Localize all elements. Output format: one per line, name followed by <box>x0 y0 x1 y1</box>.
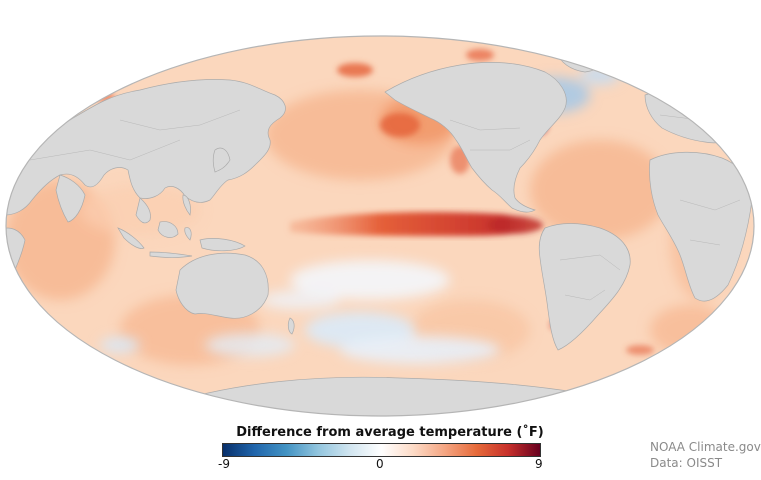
land-se-asia <box>135 197 151 224</box>
land-new-zealand <box>287 317 295 335</box>
land-borneo <box>157 221 179 238</box>
land-north-america <box>384 62 567 213</box>
credit-data: Data: OISST <box>650 456 723 470</box>
land-south-america <box>538 223 631 351</box>
sea-surface-temperature-anomaly-map <box>5 35 755 417</box>
globe-interior <box>6 36 754 416</box>
land-sumatra <box>117 227 145 249</box>
credit-source: NOAA Climate.gov <box>650 440 761 454</box>
land-india <box>55 174 86 223</box>
land-new-guinea <box>199 238 246 252</box>
land-africa-west <box>649 151 753 302</box>
legend-mid-label: 0 <box>376 457 384 471</box>
color-scale-bar <box>222 443 541 457</box>
land-japan <box>212 147 231 173</box>
land-philippines <box>182 194 191 216</box>
world-map <box>5 35 755 417</box>
land-masses <box>6 43 753 416</box>
legend-min-label: -9 <box>218 457 230 471</box>
land-sulawesi <box>184 227 192 241</box>
land-java <box>149 251 193 258</box>
legend-max-label: 9 <box>535 457 543 471</box>
equatorial-warm-band <box>290 212 545 236</box>
globe-outline <box>5 35 755 417</box>
legend-title: Difference from average temperature (˚F) <box>236 425 544 440</box>
cool-patches <box>100 65 620 364</box>
land-australia <box>175 252 269 319</box>
land-asia-west <box>6 79 286 216</box>
country-borders <box>29 109 741 301</box>
